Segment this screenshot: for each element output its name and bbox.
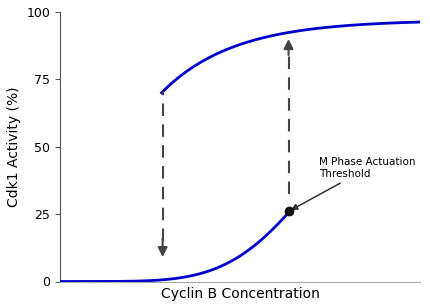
Text: M Phase Actuation
Threshold: M Phase Actuation Threshold	[292, 157, 416, 209]
X-axis label: Cyclin B Concentration: Cyclin B Concentration	[160, 287, 319, 301]
Y-axis label: Cdk1 Activity (%): Cdk1 Activity (%)	[7, 87, 21, 207]
